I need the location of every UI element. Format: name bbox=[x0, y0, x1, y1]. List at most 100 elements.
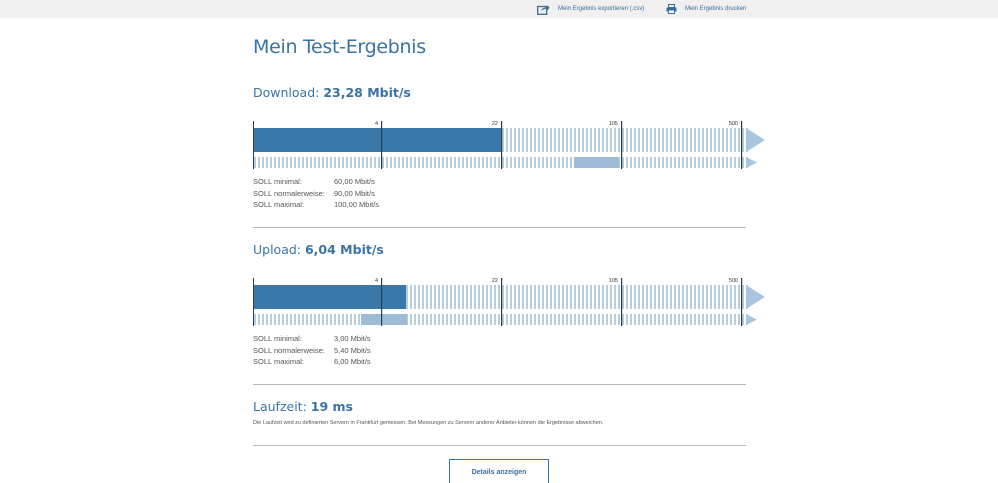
meter-stripe bbox=[598, 128, 600, 152]
soll-row-normal: SOLL normalerweise: 5,40 Mbit/s bbox=[253, 345, 371, 357]
meter-stripe bbox=[678, 285, 680, 309]
meter-stripe bbox=[454, 314, 456, 325]
meter-stripe bbox=[258, 157, 260, 168]
meter-stripe bbox=[294, 314, 296, 325]
meter-stripe bbox=[542, 314, 544, 325]
soll-value: 6,00 Mbit/s bbox=[334, 357, 371, 366]
meter-stripe bbox=[710, 128, 712, 152]
meter-stripe bbox=[698, 314, 700, 325]
meter-stripe bbox=[590, 314, 592, 325]
meter-stripe bbox=[386, 157, 388, 168]
meter-stripe bbox=[682, 128, 684, 152]
soll-value: 5,40 Mbit/s bbox=[334, 345, 371, 355]
main-arrow-icon bbox=[746, 128, 765, 152]
meter-stripe bbox=[642, 128, 644, 152]
meter-stripe bbox=[526, 314, 528, 325]
meter-stripe bbox=[462, 314, 464, 325]
meter-stripe bbox=[590, 128, 592, 152]
meter-stripe bbox=[566, 157, 568, 168]
meter-stripe bbox=[582, 128, 584, 152]
meter-stripe bbox=[418, 314, 420, 325]
meter-stripe bbox=[438, 285, 440, 309]
meter-stripe bbox=[418, 285, 420, 309]
meter-stripe bbox=[614, 314, 616, 325]
meter-stripe bbox=[310, 314, 312, 325]
meter-stripe bbox=[738, 128, 740, 152]
meter-stripe bbox=[538, 128, 540, 152]
meter-stripe bbox=[654, 157, 656, 168]
meter-stripe bbox=[286, 314, 288, 325]
meter-stripe bbox=[534, 285, 536, 309]
meter-stripe bbox=[458, 157, 460, 168]
meter-stripe bbox=[278, 157, 280, 168]
meter-stripe bbox=[494, 157, 496, 168]
meter-stripe bbox=[466, 285, 468, 309]
meter-stripe bbox=[630, 157, 632, 168]
meter-stripe bbox=[558, 157, 560, 168]
soll-row-normal: SOLL normalerweise: 90,00 Mbit/s bbox=[253, 188, 379, 200]
meter-stripe bbox=[442, 285, 444, 309]
meter-stripe bbox=[506, 128, 508, 152]
top-toolbar: Mein Ergebnis exportieren (.csv) Mein Er… bbox=[0, 0, 998, 18]
scale-tick-label: 22 bbox=[492, 278, 498, 284]
meter-stripe bbox=[690, 314, 692, 325]
meter-stripe bbox=[530, 285, 532, 309]
meter-stripe bbox=[338, 314, 340, 325]
meter-stripe bbox=[706, 285, 708, 309]
meter-stripe bbox=[654, 128, 656, 152]
meter-stripe bbox=[682, 157, 684, 168]
details-button[interactable]: Details anzeigen bbox=[449, 459, 549, 483]
meter-stripe bbox=[542, 285, 544, 309]
meter-stripe bbox=[658, 128, 660, 152]
meter-stripe bbox=[546, 285, 548, 309]
meter-stripe bbox=[634, 157, 636, 168]
meter-stripe bbox=[470, 285, 472, 309]
meter-stripe bbox=[742, 314, 744, 325]
meter-stripe bbox=[706, 314, 708, 325]
meter-stripe bbox=[354, 314, 356, 325]
meter-stripe bbox=[506, 314, 508, 325]
meter-stripe bbox=[726, 285, 728, 309]
meter-stripe bbox=[482, 314, 484, 325]
meter-stripe bbox=[458, 285, 460, 309]
meter-stripe bbox=[538, 157, 540, 168]
meter-stripe bbox=[354, 157, 356, 168]
meter-stripe bbox=[586, 314, 588, 325]
meter-stripe bbox=[562, 128, 564, 152]
meter-stripe bbox=[718, 314, 720, 325]
meter-stripe bbox=[398, 157, 400, 168]
meter-stripe bbox=[614, 285, 616, 309]
scale-tick bbox=[621, 278, 623, 326]
meter-stripe bbox=[486, 285, 488, 309]
meter-stripe bbox=[674, 157, 676, 168]
meter-stripe bbox=[682, 314, 684, 325]
meter-stripe bbox=[502, 128, 504, 152]
meter-stripe bbox=[542, 128, 544, 152]
soll-label: SOLL minimal: bbox=[253, 177, 302, 186]
print-link[interactable]: Mein Ergebnis drucken bbox=[666, 3, 746, 15]
meter-stripe bbox=[478, 157, 480, 168]
export-csv-link[interactable]: Mein Ergebnis exportieren (.csv) bbox=[537, 3, 644, 15]
meter-stripe bbox=[530, 128, 532, 152]
meter-stripe bbox=[650, 285, 652, 309]
meter-stripe bbox=[594, 285, 596, 309]
meter-stripe bbox=[254, 157, 256, 168]
meter-stripe bbox=[582, 285, 584, 309]
meter-stripe bbox=[566, 285, 568, 309]
meter-stripe bbox=[734, 314, 736, 325]
meter-stripe bbox=[522, 314, 524, 325]
main-arrow-icon bbox=[746, 285, 765, 309]
meter-stripe bbox=[282, 314, 284, 325]
meter-stripe bbox=[686, 128, 688, 152]
scale-origin-line bbox=[253, 121, 254, 169]
meter-stripe bbox=[574, 314, 576, 325]
meter-stripe bbox=[518, 128, 520, 152]
meter-stripe bbox=[414, 285, 416, 309]
meter-stripe bbox=[654, 285, 656, 309]
meter-stripe bbox=[706, 128, 708, 152]
meter-stripe bbox=[626, 285, 628, 309]
meter-stripe bbox=[326, 314, 328, 325]
scale-tick-label: 105 bbox=[609, 121, 618, 127]
meter-stripe bbox=[714, 285, 716, 309]
soll-label: SOLL maximal: bbox=[253, 357, 304, 366]
